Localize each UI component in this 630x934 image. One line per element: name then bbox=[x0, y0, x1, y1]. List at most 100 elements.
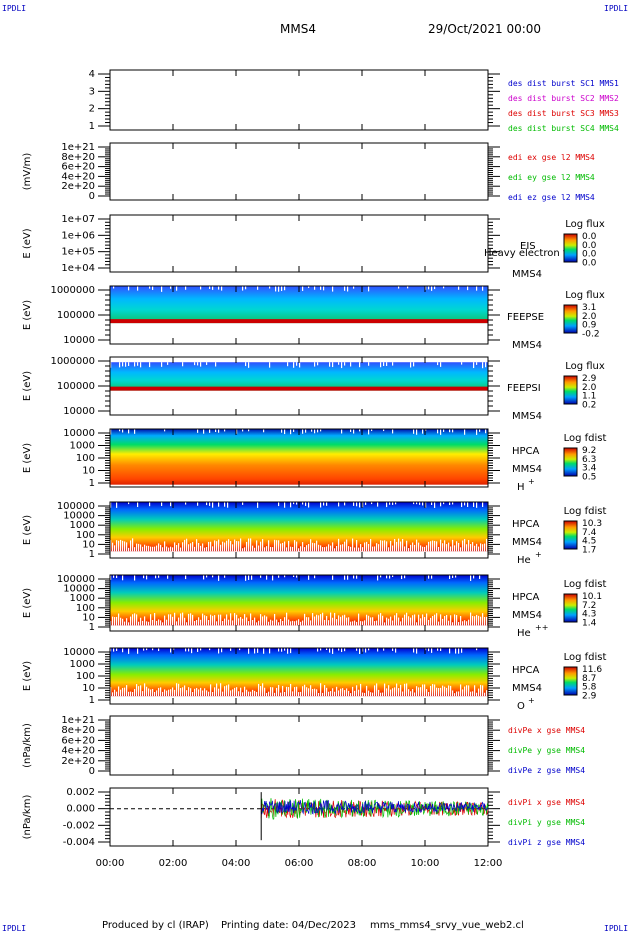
spectrogram-gap bbox=[185, 575, 187, 580]
spectrogram-gap bbox=[388, 547, 390, 552]
y-tick-label: 1e+21 bbox=[61, 715, 95, 726]
spectrogram-gap bbox=[222, 541, 224, 552]
spectrogram-gap bbox=[320, 429, 322, 432]
overlay-label: Heavy electron tof bbox=[484, 248, 577, 259]
spectrogram-gap bbox=[328, 620, 330, 626]
spectrogram-gap bbox=[332, 648, 334, 654]
spectrogram-gap bbox=[122, 687, 124, 697]
spectrogram-gap bbox=[461, 362, 463, 365]
spectrogram-gap bbox=[167, 575, 169, 579]
spectrogram-gap bbox=[282, 620, 284, 626]
spectrogram-gap bbox=[276, 619, 278, 626]
spectrogram-gap bbox=[254, 617, 256, 626]
spectrogram-gap bbox=[476, 692, 478, 697]
spectrogram-gap bbox=[352, 686, 354, 697]
spacecraft-label: MMS4 bbox=[512, 683, 542, 694]
spectrogram-gap bbox=[266, 575, 268, 580]
spectrogram-gap bbox=[340, 616, 342, 626]
spectrogram-gap bbox=[478, 615, 480, 626]
spectrogram-gap bbox=[437, 429, 439, 434]
spectrogram-gap bbox=[210, 684, 212, 697]
spectrogram-gap bbox=[304, 684, 306, 697]
colorbar-tick: 11.6 bbox=[582, 665, 602, 675]
spectrogram-gap bbox=[406, 540, 408, 552]
spectrogram-gap bbox=[452, 575, 454, 578]
colorbar-title: Log flux bbox=[565, 290, 605, 301]
legend-entry: divPi x gse MMS4 bbox=[508, 798, 585, 807]
spectrogram-gap bbox=[432, 540, 434, 552]
spectrogram-gap bbox=[178, 543, 180, 552]
spectrogram-gap bbox=[376, 683, 378, 697]
spectrogram-gap bbox=[326, 615, 328, 626]
species-label: He bbox=[517, 628, 531, 639]
spectrogram-gap bbox=[348, 546, 350, 552]
spectrogram-gap bbox=[218, 286, 220, 290]
spectrogram-gap bbox=[431, 575, 433, 579]
spectrogram-gap bbox=[366, 685, 368, 697]
spectrogram-gap bbox=[366, 614, 368, 626]
spectrogram-gap bbox=[192, 692, 194, 697]
spectrogram-gap bbox=[340, 544, 342, 552]
spectrogram-gap bbox=[377, 575, 379, 581]
spectrogram-gap bbox=[358, 613, 360, 626]
spectrogram-gap bbox=[128, 547, 130, 552]
spectrogram-gap bbox=[185, 648, 187, 652]
spectrogram-gap bbox=[380, 540, 382, 552]
spectrogram-gap bbox=[395, 502, 397, 505]
spectrogram-gap bbox=[392, 688, 394, 697]
spectrogram-gap bbox=[464, 620, 466, 626]
spectrogram-gap bbox=[113, 286, 115, 289]
spectrogram-gap bbox=[380, 613, 382, 626]
spacecraft-label: MMS4 bbox=[512, 340, 542, 351]
spectrogram-gap bbox=[365, 502, 367, 505]
spectrogram-gap bbox=[284, 502, 286, 508]
spectrogram-gap bbox=[113, 575, 115, 578]
spectrogram-gap bbox=[274, 613, 276, 626]
spectrogram-gap bbox=[401, 575, 403, 580]
spectrogram-gap bbox=[482, 362, 484, 369]
spectrogram-gap bbox=[470, 691, 472, 697]
colorbar-tick: 0.0 bbox=[582, 241, 597, 251]
y-tick-label: 6e+20 bbox=[61, 162, 95, 173]
spectrogram-gap bbox=[446, 544, 448, 552]
y-tick-label: 1e+21 bbox=[61, 142, 95, 153]
spectrogram-gap bbox=[446, 687, 448, 697]
spectrogram-gap bbox=[152, 286, 154, 290]
colorbar bbox=[563, 666, 578, 696]
spectrogram-gap bbox=[238, 691, 240, 697]
spectrogram-gap bbox=[452, 539, 454, 552]
spectrogram-fill bbox=[110, 648, 488, 697]
spectrogram-gap bbox=[448, 620, 450, 626]
spectrogram-gap bbox=[220, 683, 222, 697]
legend-entry: des dist burst SC1 MMS1 bbox=[508, 79, 619, 88]
spectrogram-gap bbox=[110, 575, 112, 580]
spectrogram-gap bbox=[389, 575, 391, 579]
instrument-label: HPCA bbox=[512, 446, 540, 457]
spectrogram-gap bbox=[116, 616, 118, 626]
spectrogram-gap bbox=[292, 620, 294, 626]
spectrogram-gap bbox=[383, 362, 385, 367]
spectrogram-gap bbox=[452, 502, 454, 505]
spectrogram-gap bbox=[281, 648, 283, 652]
spectrogram-gap bbox=[184, 617, 186, 626]
spectrogram-gap bbox=[480, 684, 482, 697]
spectrogram-gap bbox=[377, 648, 379, 652]
spectrogram-gap bbox=[161, 362, 163, 367]
spectrogram-gap bbox=[412, 542, 414, 552]
spectrogram-gap bbox=[428, 648, 430, 652]
spectrogram-gap bbox=[234, 539, 236, 552]
spectrogram-gap bbox=[472, 615, 474, 626]
panel-11: 0.002 0.000 -0.002 -0.004 (nPa/km) divPi x gs… bbox=[22, 787, 585, 848]
spectrogram-gap bbox=[458, 622, 460, 626]
spectrogram-gap bbox=[274, 539, 276, 552]
y-tick-label: 1e+05 bbox=[61, 247, 95, 258]
spectrogram-gap bbox=[286, 547, 288, 552]
spectrogram-gap bbox=[122, 540, 124, 552]
spectrogram-gap bbox=[252, 620, 254, 626]
spectrogram-gap bbox=[431, 648, 433, 653]
spectrogram-gap bbox=[416, 502, 418, 505]
spectrogram-gap bbox=[278, 648, 280, 652]
spectrogram-gap bbox=[422, 502, 424, 506]
spectrogram-gap bbox=[316, 614, 318, 626]
